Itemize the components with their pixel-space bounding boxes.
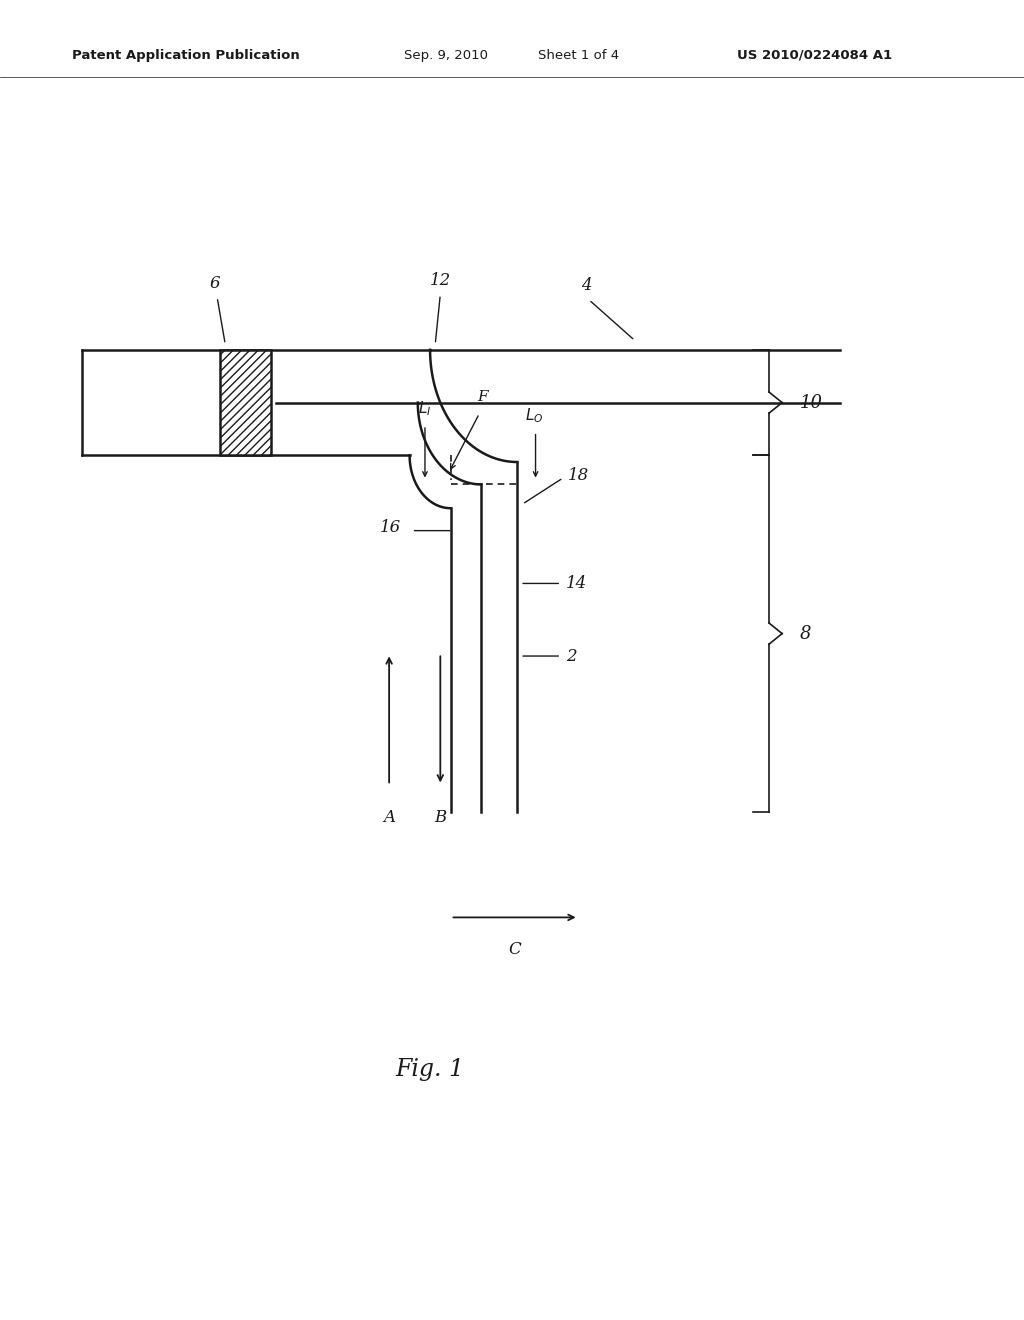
Text: 18: 18 (568, 467, 590, 483)
Text: F: F (477, 391, 487, 404)
Text: Fig. 1: Fig. 1 (395, 1057, 465, 1081)
Text: Sheet 1 of 4: Sheet 1 of 4 (538, 49, 618, 62)
Text: B: B (434, 809, 446, 826)
Text: Sep. 9, 2010: Sep. 9, 2010 (404, 49, 488, 62)
Text: $L_O$: $L_O$ (525, 407, 544, 425)
Text: 6: 6 (210, 275, 220, 292)
Text: 8: 8 (800, 624, 811, 643)
Text: 2: 2 (566, 648, 577, 664)
Text: US 2010/0224084 A1: US 2010/0224084 A1 (737, 49, 892, 62)
Text: Patent Application Publication: Patent Application Publication (72, 49, 299, 62)
Bar (220, 350, 271, 455)
Text: 10: 10 (800, 393, 822, 412)
Text: 16: 16 (380, 520, 401, 536)
Text: 12: 12 (430, 272, 451, 289)
Text: C: C (508, 941, 521, 958)
Text: $L_I$: $L_I$ (418, 400, 432, 418)
Text: A: A (383, 809, 395, 826)
Text: 4: 4 (582, 277, 592, 294)
Text: 14: 14 (566, 576, 588, 591)
